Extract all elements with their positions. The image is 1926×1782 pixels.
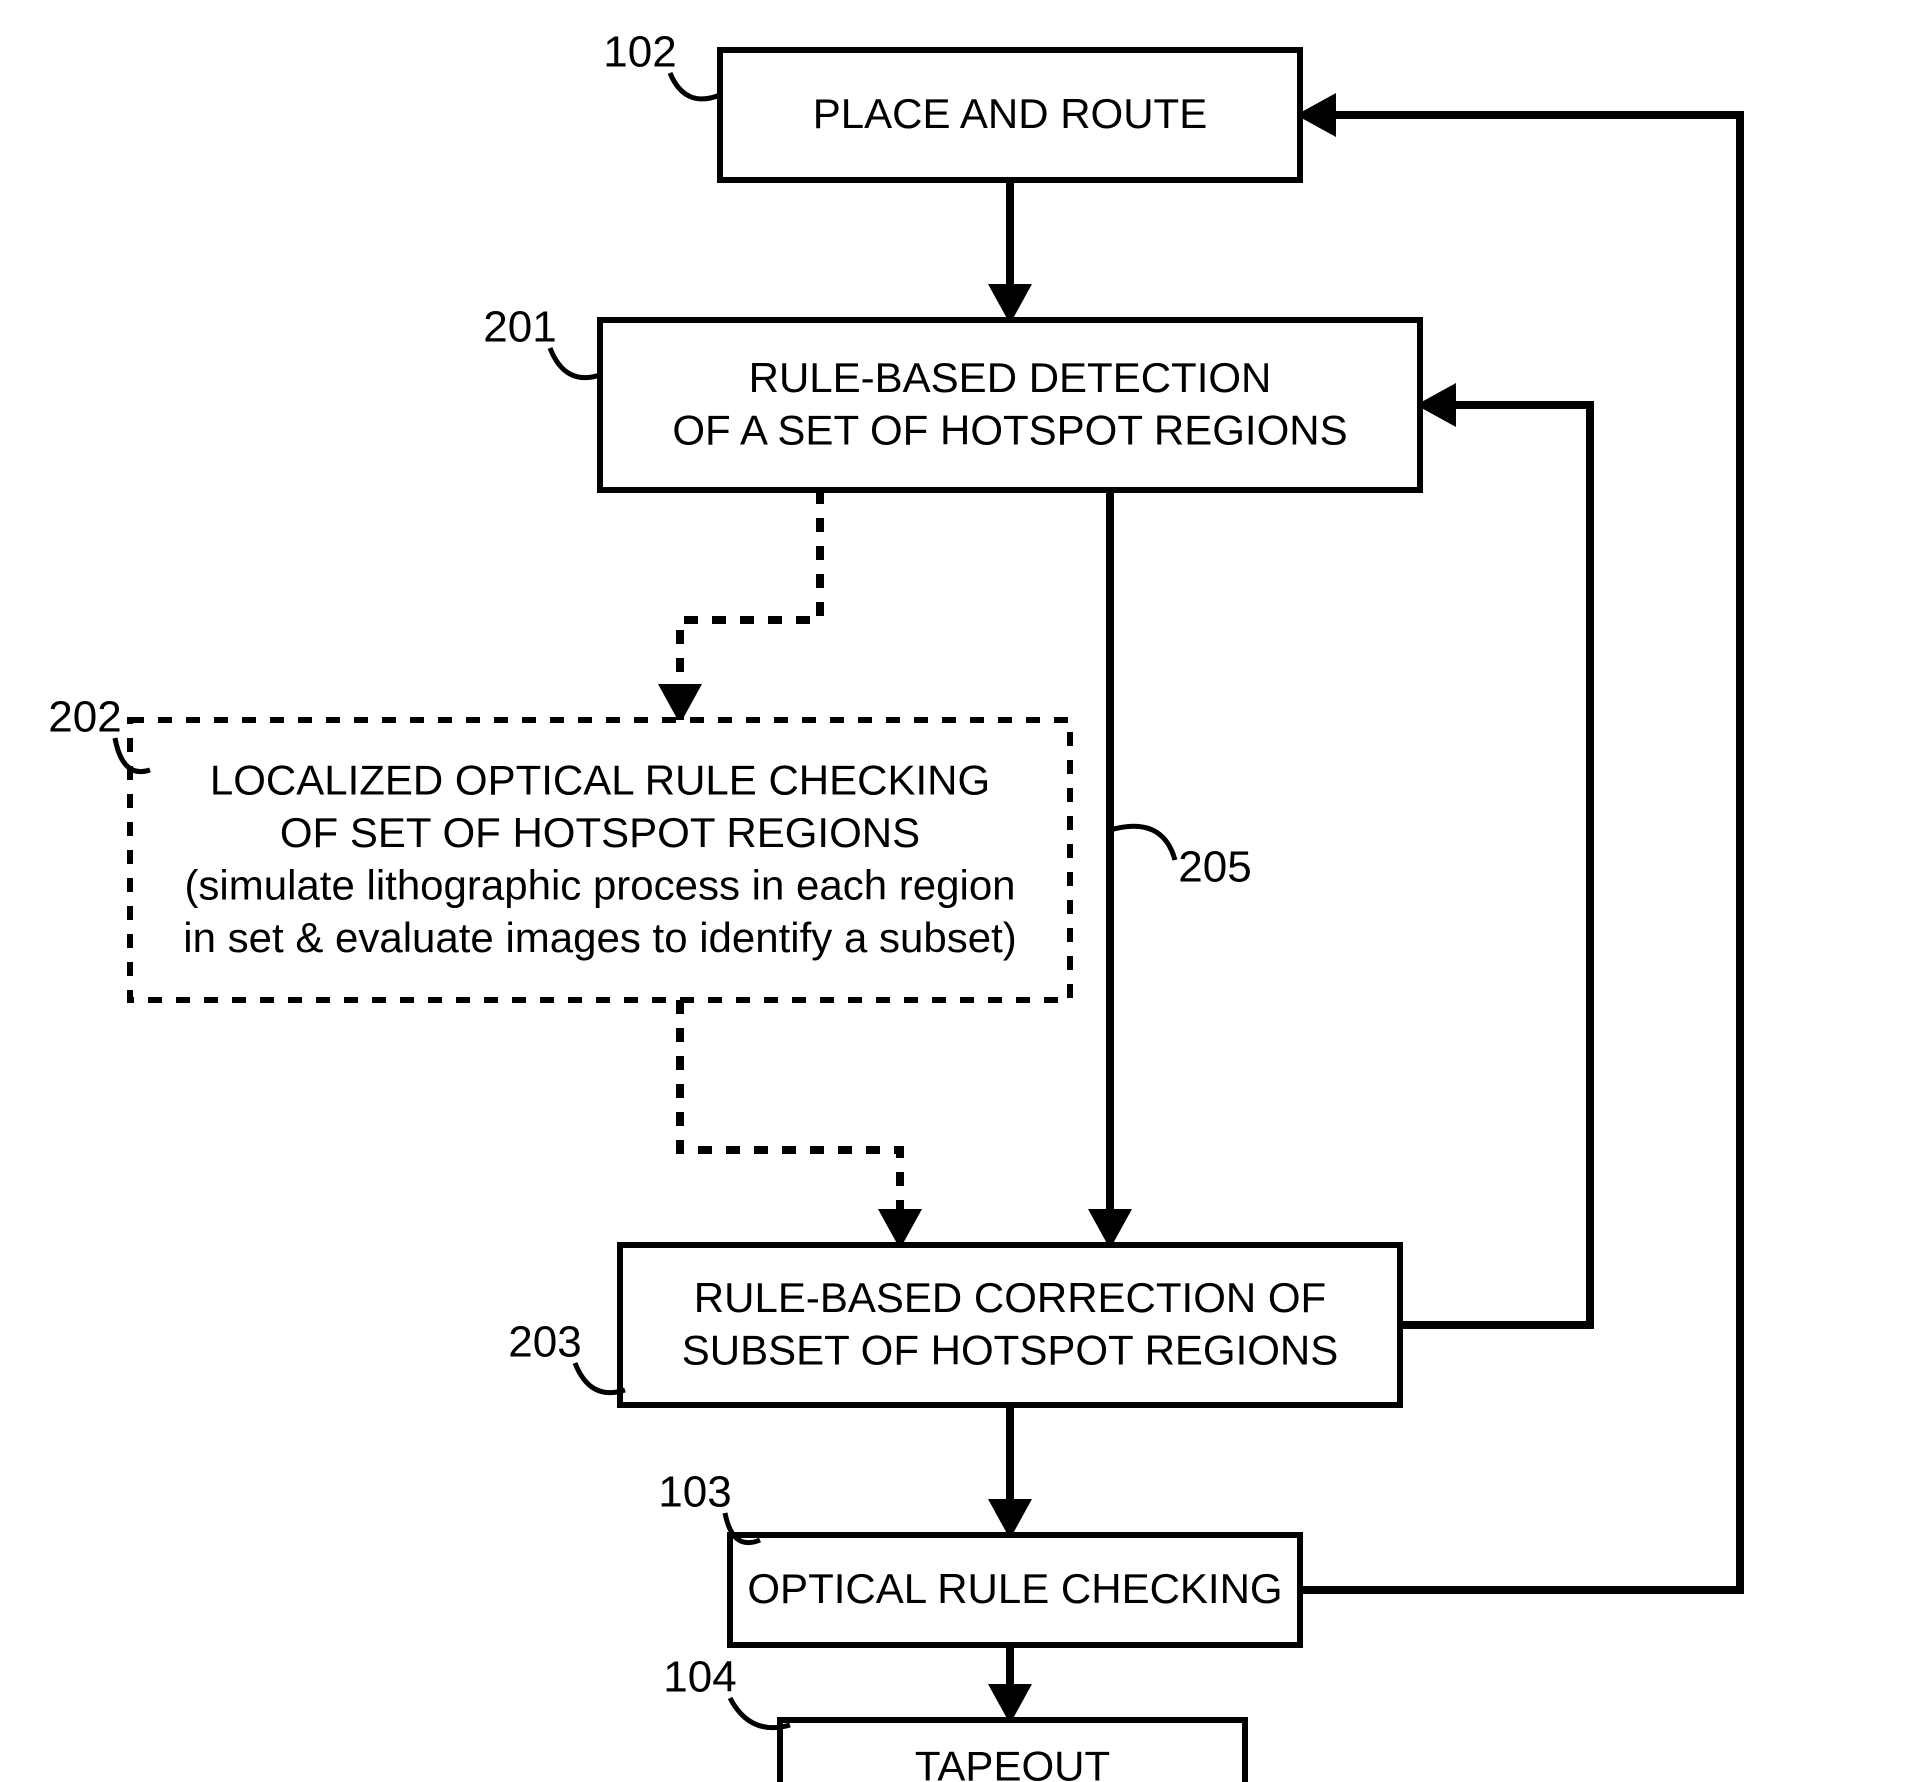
ref-arc-201 xyxy=(550,348,600,378)
box-text-201-line1: OF A SET OF HOTSPOT REGIONS xyxy=(672,406,1347,453)
ref-label-201: 201 xyxy=(483,303,556,352)
ref-label-104: 104 xyxy=(663,1653,736,1702)
ref-label-205: 205 xyxy=(1178,843,1251,892)
box-text-202-line2: (simulate lithographic process in each r… xyxy=(184,861,1015,908)
box-text-201-line0: RULE-BASED DETECTION xyxy=(749,354,1272,401)
edge-e203-201 xyxy=(1400,405,1590,1325)
box-rect-203 xyxy=(620,1245,1400,1405)
box-203: RULE-BASED CORRECTION OF SUBSET OF HOTSPO… xyxy=(620,1245,1400,1405)
ref-label-103: 103 xyxy=(658,1468,731,1517)
box-text-202-line1: OF SET OF HOTSPOT REGIONS xyxy=(280,809,920,856)
box-104: TAPEOUT xyxy=(780,1720,1245,1782)
edge-e201-202 xyxy=(680,490,820,720)
box-text-104-line0: TAPEOUT xyxy=(915,1743,1110,1782)
box-text-203-line1: SUBSET OF HOTSPOT REGIONS xyxy=(682,1326,1339,1373)
box-202: LOCALIZED OPTICAL RULE CHECKING OF SET OF… xyxy=(130,720,1070,1000)
ref-label-102: 102 xyxy=(603,28,676,77)
box-rect-201 xyxy=(600,320,1420,490)
box-text-203-line0: RULE-BASED CORRECTION OF xyxy=(694,1274,1326,1321)
box-102: PLACE AND ROUTE xyxy=(720,50,1300,180)
ref-label-202: 202 xyxy=(48,693,121,742)
ref-arc-102 xyxy=(670,73,720,99)
box-103: OPTICAL RULE CHECKING xyxy=(730,1535,1300,1645)
box-text-102-line0: PLACE AND ROUTE xyxy=(813,90,1207,137)
box-text-202-line0: LOCALIZED OPTICAL RULE CHECKING xyxy=(210,756,990,803)
ref-arc-205 xyxy=(1110,826,1175,860)
ref-label-203: 203 xyxy=(508,1318,581,1367)
box-text-202-line3: in set & evaluate images to identify a s… xyxy=(183,914,1016,961)
box-text-103-line0: OPTICAL RULE CHECKING xyxy=(747,1565,1282,1612)
box-201: RULE-BASED DETECTION OF A SET OF HOTSPOT … xyxy=(600,320,1420,490)
edge-e202-203 xyxy=(680,1000,900,1245)
